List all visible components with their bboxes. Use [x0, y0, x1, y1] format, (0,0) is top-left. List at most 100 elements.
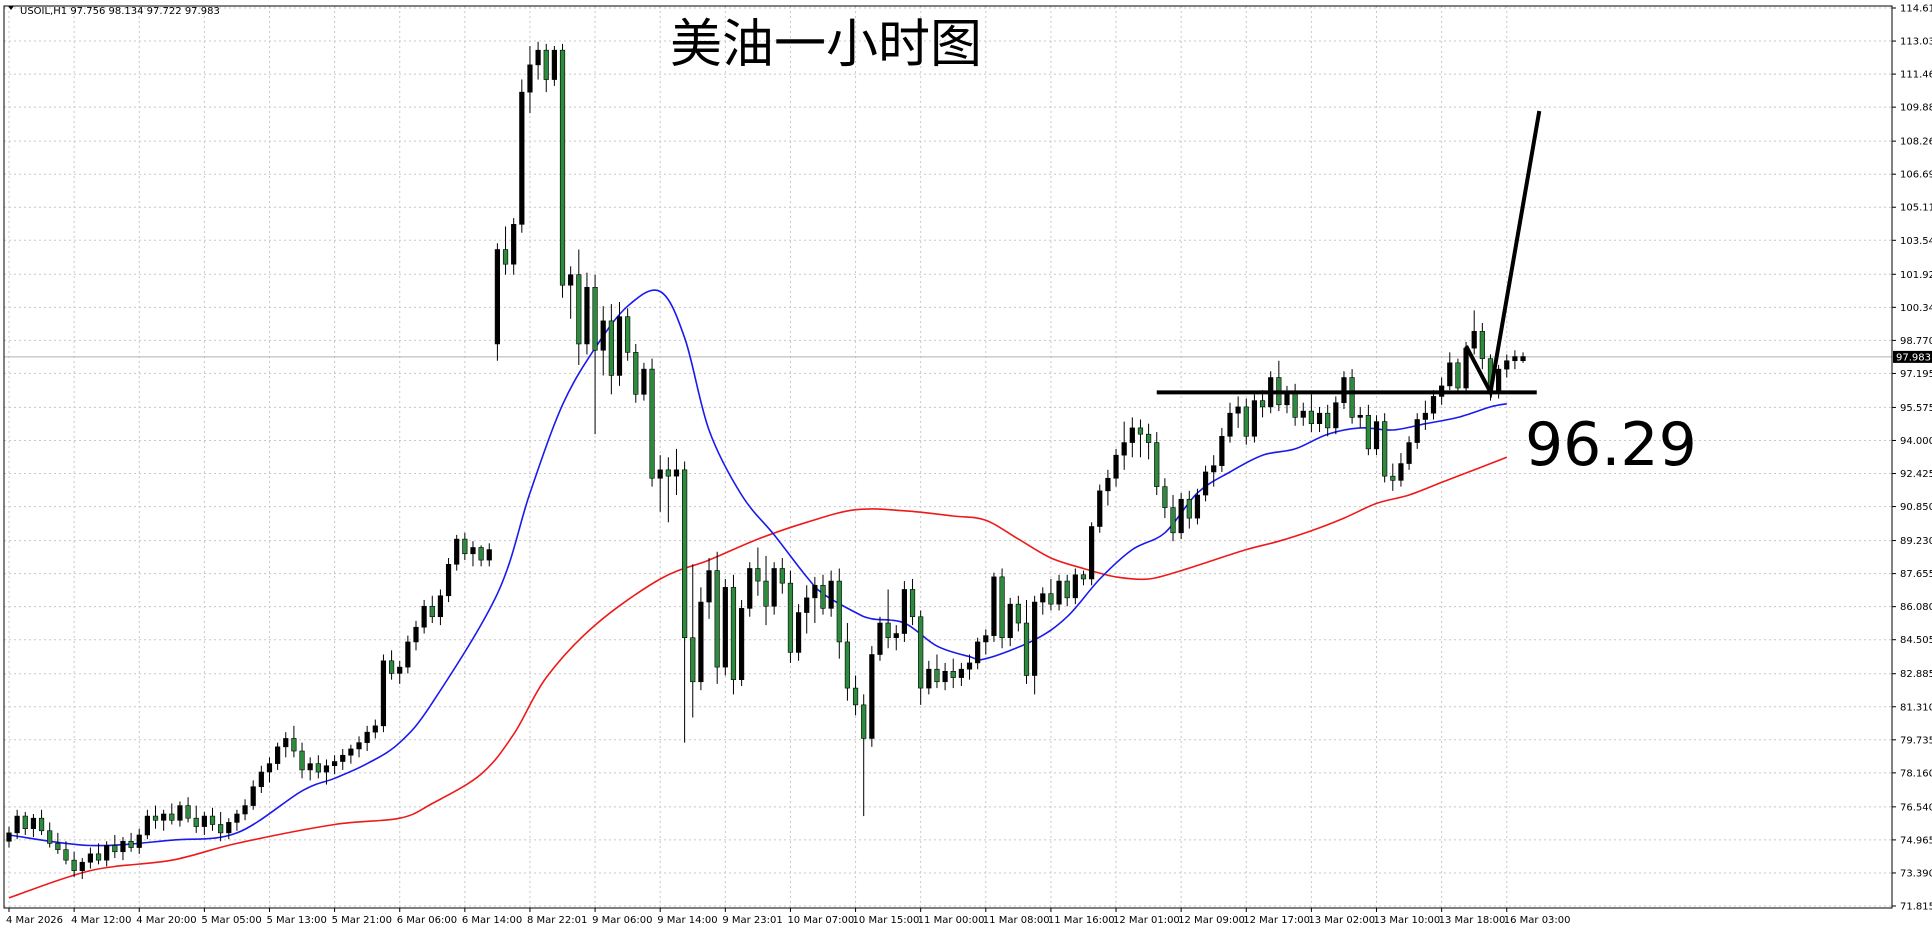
candle [714, 551, 720, 684]
candle-body [1056, 580, 1062, 605]
candle-body [1430, 396, 1437, 414]
candle [820, 574, 826, 615]
candle [185, 797, 191, 823]
candle-body [698, 601, 704, 683]
candle [1325, 404, 1331, 437]
candle [1398, 453, 1404, 487]
candle-body [657, 469, 663, 479]
candle-body [1032, 601, 1038, 676]
y-tick-label: 76.540 [1900, 802, 1932, 813]
y-tick-label: 89.230 [1900, 536, 1932, 547]
candle-body [1211, 465, 1217, 473]
candle [1080, 570, 1087, 586]
candle [706, 557, 712, 619]
candle [861, 694, 867, 817]
candle-body [543, 49, 549, 80]
candle [958, 662, 964, 686]
candle-body [1422, 412, 1428, 420]
candle [568, 266, 574, 319]
y-tick-label: 114.610 [1900, 4, 1932, 15]
candle [437, 589, 444, 626]
candle-body [22, 815, 28, 829]
candle [1040, 587, 1046, 615]
candle [1202, 465, 1209, 502]
candle [511, 218, 517, 275]
candle-body [1235, 406, 1241, 414]
candle-body [1325, 412, 1331, 429]
candle-body [364, 731, 370, 743]
candle [1430, 390, 1437, 420]
candle [63, 841, 69, 865]
candle-body [999, 576, 1005, 639]
y-tick-label: 103.540 [1900, 236, 1932, 247]
candle-body [445, 563, 452, 597]
x-tick-label: 11 Mar 16:00 [1048, 915, 1115, 926]
candle [429, 595, 435, 624]
candle [388, 650, 395, 680]
candle-body [6, 832, 12, 842]
candle [14, 809, 20, 840]
candle [169, 803, 175, 825]
candle-body [633, 352, 639, 395]
candle [1113, 448, 1119, 487]
candle [869, 646, 875, 747]
dropdown-triangle-icon [8, 6, 14, 10]
candle [405, 635, 411, 674]
candle-body [112, 845, 118, 853]
candle [682, 461, 688, 743]
x-tick-label: 9 Mar 23:01 [722, 915, 782, 926]
candles [6, 41, 1526, 880]
candle-body [568, 274, 574, 286]
candle [975, 637, 981, 670]
candle [128, 832, 134, 852]
ohlc-values: 97.756 98.134 97.722 97.983 [70, 6, 220, 17]
x-tick-label: 12 Mar 01:00 [1113, 915, 1180, 926]
candle [551, 45, 557, 86]
y-tick-label: 98.770 [1900, 336, 1932, 347]
candle [527, 45, 533, 114]
candle-body [901, 589, 907, 634]
candle-body [144, 815, 150, 836]
candle [649, 358, 655, 487]
candle-body [576, 274, 582, 345]
candle-body [983, 635, 989, 643]
candle [307, 757, 313, 781]
candle [209, 807, 216, 831]
candle-body [71, 859, 77, 871]
candle [991, 572, 997, 642]
candle-body [730, 587, 737, 680]
y-tick-label: 95.575 [1900, 403, 1932, 414]
candle [6, 826, 12, 848]
candle [218, 811, 224, 842]
candle [372, 719, 378, 739]
candle [1308, 394, 1314, 433]
candle [755, 547, 761, 596]
candle [1056, 574, 1062, 611]
candle-body [738, 608, 745, 680]
x-tick-label: 6 Mar 14:00 [462, 915, 522, 926]
candle [177, 801, 183, 827]
candle [828, 570, 834, 617]
projection-path [1464, 110, 1542, 399]
candle-body [63, 849, 69, 861]
candle [340, 748, 346, 770]
annotations [1156, 110, 1542, 399]
candle [999, 568, 1005, 649]
candle-body [673, 469, 680, 477]
candle-body [926, 668, 932, 689]
candle-body [226, 822, 232, 834]
candle [22, 811, 28, 835]
candle-body [722, 587, 728, 668]
candle [893, 625, 899, 651]
candle [275, 742, 281, 770]
y-tick-label: 87.655 [1900, 569, 1932, 580]
candle [1414, 413, 1420, 449]
candle [136, 828, 142, 854]
candle-body [1398, 463, 1404, 481]
current-price-box [1893, 350, 1932, 363]
candle [421, 599, 427, 634]
candle-body [861, 704, 867, 739]
candle [152, 805, 159, 829]
